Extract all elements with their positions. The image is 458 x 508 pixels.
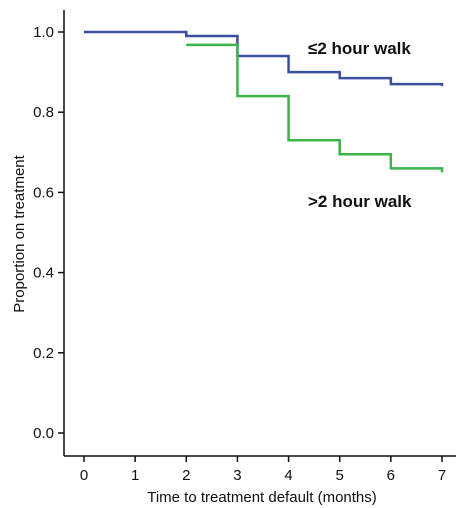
x-tick-label: 6 bbox=[387, 467, 395, 484]
x-tick-label: 7 bbox=[438, 467, 446, 484]
y-tick-label: 0.8 bbox=[33, 104, 54, 121]
series-label-le2: ≤2 hour walk bbox=[308, 39, 411, 58]
y-tick-label: 1.0 bbox=[33, 24, 54, 41]
x-tick-label: 0 bbox=[80, 467, 88, 484]
series-label-gt2: >2 hour walk bbox=[308, 192, 412, 211]
y-tick-label: 0.4 bbox=[33, 265, 54, 282]
x-ticks: 0 1 2 3 4 5 6 7 bbox=[80, 456, 446, 484]
axes bbox=[63, 10, 456, 457]
y-tick-label: 0.6 bbox=[33, 184, 54, 201]
series-line-gt2 bbox=[186, 43, 444, 173]
x-tick-label: 1 bbox=[131, 467, 139, 484]
y-tick-label: 0.2 bbox=[33, 345, 54, 362]
x-axis-title: Time to treatment default (months) bbox=[147, 489, 377, 506]
y-ticks: 0.0 0.2 0.4 0.6 0.8 1.0 bbox=[33, 24, 64, 442]
y-tick-label: 0.0 bbox=[33, 425, 54, 442]
series-lines bbox=[84, 30, 444, 173]
x-tick-label: 3 bbox=[233, 467, 241, 484]
y-axis-title: Proportion on treatment bbox=[11, 154, 28, 312]
x-tick-label: 4 bbox=[284, 467, 292, 484]
x-tick-label: 2 bbox=[182, 467, 190, 484]
x-tick-label: 5 bbox=[336, 467, 344, 484]
series-line-le2 bbox=[84, 30, 444, 87]
